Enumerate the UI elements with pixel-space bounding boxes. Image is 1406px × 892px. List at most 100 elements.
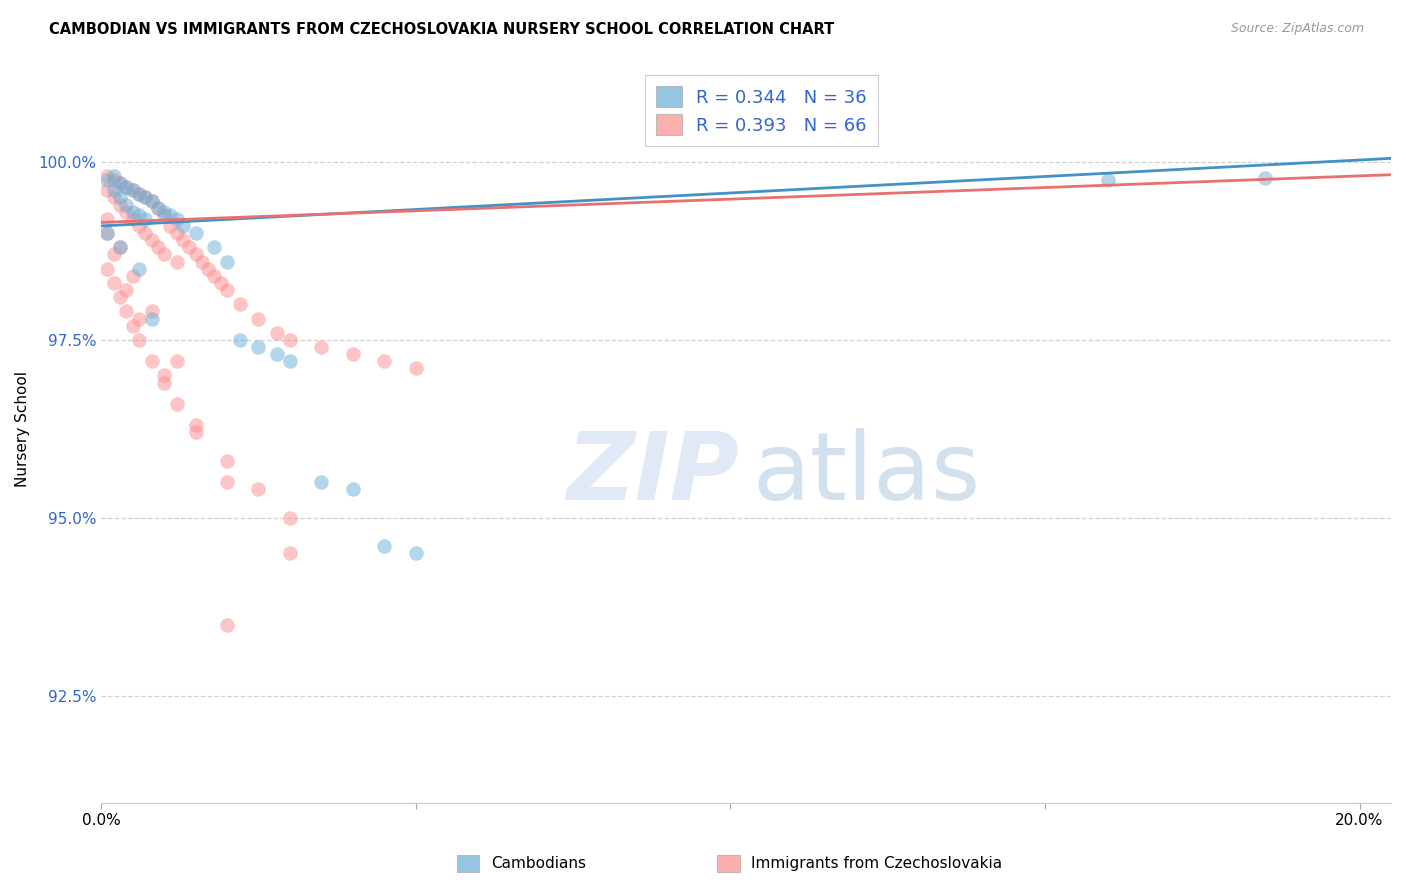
- Point: [153, 368, 176, 383]
- Point: [405, 361, 427, 376]
- Point: [166, 354, 188, 368]
- Point: [166, 254, 188, 268]
- Point: [115, 179, 138, 194]
- Text: Immigrants from Czechoslovakia: Immigrants from Czechoslovakia: [751, 856, 1002, 871]
- Point: [96, 169, 118, 183]
- Point: [108, 290, 131, 304]
- Point: [121, 183, 143, 197]
- Point: [172, 219, 194, 233]
- Point: [121, 318, 143, 333]
- Point: [128, 311, 150, 326]
- Point: [191, 254, 214, 268]
- Point: [1254, 170, 1277, 185]
- Text: ZIP: ZIP: [567, 427, 740, 520]
- Point: [209, 276, 232, 290]
- Point: [215, 617, 238, 632]
- Point: [108, 176, 131, 190]
- Point: [141, 233, 163, 247]
- Y-axis label: Nursery School: Nursery School: [15, 371, 30, 487]
- Point: [204, 240, 226, 254]
- Point: [146, 201, 169, 215]
- Point: [215, 475, 238, 490]
- Point: [278, 546, 301, 560]
- Point: [141, 354, 163, 368]
- Point: [103, 276, 125, 290]
- Point: [278, 510, 301, 524]
- Point: [141, 304, 163, 318]
- Point: [115, 204, 138, 219]
- Point: [134, 190, 156, 204]
- Point: [197, 261, 219, 276]
- Point: [311, 475, 333, 490]
- Point: [115, 197, 138, 211]
- Point: [108, 197, 131, 211]
- Point: [159, 219, 181, 233]
- Point: [128, 333, 150, 347]
- Point: [184, 247, 207, 261]
- Point: [134, 211, 156, 226]
- Point: [373, 354, 395, 368]
- Point: [103, 190, 125, 204]
- Point: [166, 211, 188, 226]
- Point: [103, 172, 125, 186]
- Point: [228, 333, 250, 347]
- Point: [96, 261, 118, 276]
- Point: [228, 297, 250, 311]
- Point: [342, 483, 364, 497]
- Point: [128, 261, 150, 276]
- Point: [153, 204, 176, 219]
- Point: [121, 204, 143, 219]
- Point: [115, 179, 138, 194]
- Point: [1097, 172, 1119, 186]
- Text: CAMBODIAN VS IMMIGRANTS FROM CZECHOSLOVAKIA NURSERY SCHOOL CORRELATION CHART: CAMBODIAN VS IMMIGRANTS FROM CZECHOSLOVA…: [49, 22, 834, 37]
- Point: [215, 454, 238, 468]
- Point: [266, 326, 288, 340]
- Point: [153, 376, 176, 390]
- Point: [128, 186, 150, 201]
- Text: atlas: atlas: [752, 427, 981, 520]
- Point: [108, 190, 131, 204]
- Point: [128, 208, 150, 222]
- Point: [121, 211, 143, 226]
- Point: [184, 418, 207, 433]
- Point: [278, 333, 301, 347]
- Point: [159, 208, 181, 222]
- Point: [103, 247, 125, 261]
- Point: [247, 483, 270, 497]
- Point: [215, 254, 238, 268]
- Point: [204, 268, 226, 283]
- Point: [172, 233, 194, 247]
- Point: [141, 194, 163, 208]
- Point: [134, 226, 156, 240]
- Point: [215, 283, 238, 297]
- Point: [266, 347, 288, 361]
- Text: Cambodians: Cambodians: [491, 856, 586, 871]
- Point: [141, 311, 163, 326]
- Text: Source: ZipAtlas.com: Source: ZipAtlas.com: [1230, 22, 1364, 36]
- Point: [96, 211, 118, 226]
- Point: [184, 226, 207, 240]
- Point: [311, 340, 333, 354]
- Point: [153, 208, 176, 222]
- Point: [278, 354, 301, 368]
- Point: [121, 183, 143, 197]
- Point: [166, 397, 188, 411]
- Point: [108, 240, 131, 254]
- Point: [103, 169, 125, 183]
- Point: [405, 546, 427, 560]
- Point: [146, 201, 169, 215]
- Point: [96, 226, 118, 240]
- Point: [108, 240, 131, 254]
- Point: [115, 283, 138, 297]
- Point: [121, 268, 143, 283]
- Point: [128, 186, 150, 201]
- Point: [96, 183, 118, 197]
- Point: [342, 347, 364, 361]
- Point: [166, 226, 188, 240]
- Point: [103, 183, 125, 197]
- Point: [247, 340, 270, 354]
- Point: [96, 226, 118, 240]
- Legend: R = 0.344   N = 36, R = 0.393   N = 66: R = 0.344 N = 36, R = 0.393 N = 66: [645, 76, 877, 146]
- Point: [179, 240, 201, 254]
- Point: [108, 176, 131, 190]
